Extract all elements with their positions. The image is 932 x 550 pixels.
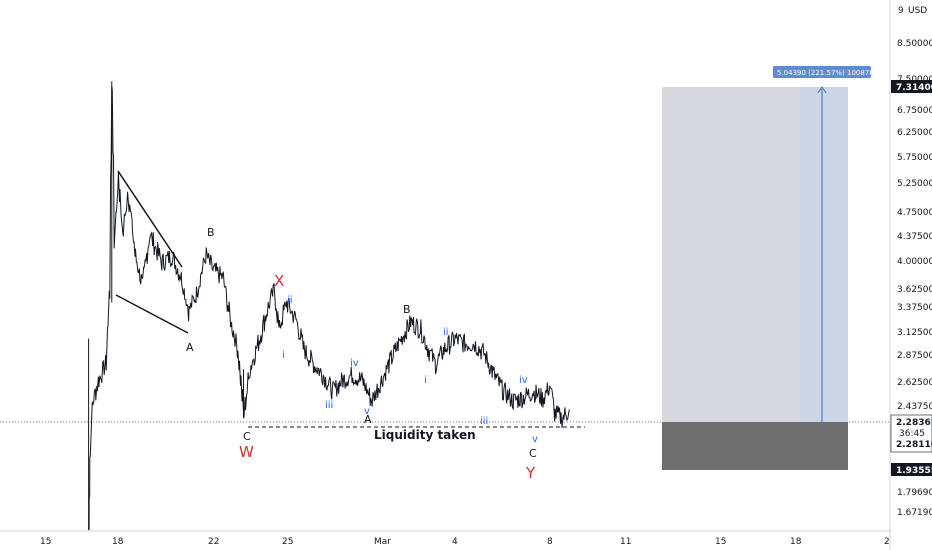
wave-label: X xyxy=(274,272,284,290)
wave-label: i xyxy=(282,350,285,361)
target-zone-highlight xyxy=(800,87,848,422)
stop-price-box xyxy=(891,463,932,476)
x-tick-label: 25 xyxy=(282,537,293,547)
y-tick-label: 1.67190 xyxy=(897,508,932,518)
measure-label-box xyxy=(773,66,871,78)
currency-label: USD xyxy=(908,6,927,16)
y-tick-label: 4.00000 xyxy=(897,257,932,267)
y-tick-label: 3.37500 xyxy=(897,303,932,313)
stop-zone[interactable] xyxy=(662,422,848,470)
wave-label: iii xyxy=(480,416,488,427)
x-tick-label: 8 xyxy=(547,537,553,547)
x-tick-label: 15 xyxy=(715,537,726,547)
liquidity-label: Liquidity taken xyxy=(374,428,476,442)
y-tick-label: 3.62500 xyxy=(897,285,932,295)
wave-label: C xyxy=(243,430,251,443)
y-tick-label: 2.87500 xyxy=(897,351,932,361)
y-tick-label: 1.79690 xyxy=(897,488,932,498)
x-tick-label: 18 xyxy=(790,537,802,547)
x-tick-label: 15 xyxy=(40,537,51,547)
wave-label: iv xyxy=(519,375,528,386)
y-tick-label: 2.62500 xyxy=(897,378,932,388)
wave-label: v xyxy=(364,406,370,417)
wave-label: A xyxy=(364,413,372,426)
current-price-label: 2.28365 xyxy=(896,418,932,428)
y-tick-label: 2.43750 xyxy=(897,402,932,412)
wave-label: B xyxy=(403,303,411,316)
wave-label: W xyxy=(239,443,254,461)
wave-label: iv xyxy=(350,358,359,369)
x-tick-label: 22 xyxy=(208,537,219,547)
stop-price-label: 1.93555 xyxy=(896,466,932,476)
wave-label: B xyxy=(207,226,215,239)
wave-label: i xyxy=(424,375,427,386)
wave-label: v xyxy=(532,434,538,445)
x-tick-label: 4 xyxy=(452,537,458,547)
target-price-label: 7.31400 xyxy=(896,83,932,93)
x-tick-label: 18 xyxy=(112,537,124,547)
wave-label: iii xyxy=(325,400,333,411)
y-tick-label: 6.25000 xyxy=(897,128,932,138)
price-countdown-box xyxy=(890,414,932,453)
wave-label: ii xyxy=(443,327,449,338)
y-tick-label: 4.37500 xyxy=(897,232,932,242)
y-tick-label: 8.50000 xyxy=(897,39,932,49)
wave-label: ii xyxy=(287,295,293,306)
y-tick-label: 3.12500 xyxy=(897,328,932,338)
x-tick-label: 11 xyxy=(620,537,631,547)
triangle-lower-line xyxy=(115,294,189,334)
y-tick-label: 6.75000 xyxy=(897,106,932,116)
arrow-head-icon xyxy=(817,86,827,94)
target-price-box xyxy=(891,80,932,93)
y-tick-label: 4.75000 xyxy=(897,208,932,218)
x-tick-label: Mar xyxy=(374,537,391,547)
x-tick-label: 2 xyxy=(884,537,890,547)
wave-label: C xyxy=(529,447,537,460)
triangle-upper-line xyxy=(117,170,183,268)
y-tick-label: 5.25000 xyxy=(897,179,932,189)
price-line xyxy=(88,86,570,531)
price-series xyxy=(88,81,570,531)
countdown-label: 36:45 xyxy=(899,429,925,439)
wave-label: Y xyxy=(525,464,536,482)
wave-label: A xyxy=(186,341,194,354)
y-tick-label: 9 xyxy=(898,6,904,16)
measure-label: 5.04390 (221.57%) 100878 xyxy=(777,69,874,77)
entry-price-label: 2.28110 xyxy=(896,440,932,450)
y-tick-label: 5.75000 xyxy=(897,153,932,163)
